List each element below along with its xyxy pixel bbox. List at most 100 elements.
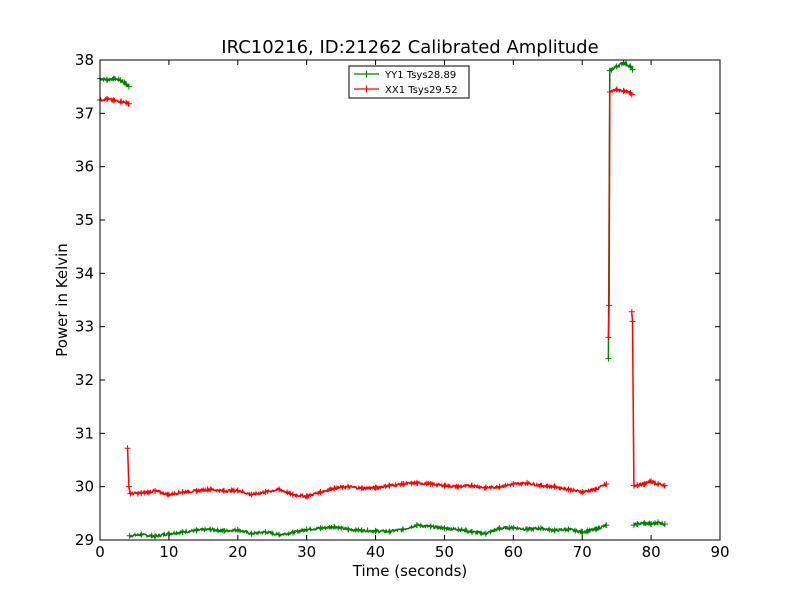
series-xx1-marker: [193, 487, 200, 494]
x-tick-label: 50: [435, 543, 454, 561]
series-yy1-marker: [605, 355, 612, 362]
series-yy1-marker: [630, 522, 637, 529]
series-xx1-marker: [386, 482, 393, 489]
series-xx1-marker: [234, 487, 241, 494]
chart-title: IRC10216, ID:21262 Calibrated Amplitude: [221, 37, 598, 58]
y-tick-label: 32: [75, 371, 94, 389]
series-yy1-marker: [358, 527, 365, 534]
series-xx1-marker: [127, 490, 134, 497]
series-yy1-marker: [193, 527, 200, 534]
series-xx1-marker: [661, 482, 668, 489]
x-tick-label: 0: [95, 543, 105, 561]
y-tick-label: 36: [75, 158, 94, 176]
x-tick-label: 80: [642, 543, 661, 561]
series-xx1-marker: [441, 482, 448, 489]
series-yy1-marker: [345, 526, 351, 533]
series-yy1-marker: [123, 81, 130, 87]
series-yy1-marker: [524, 526, 531, 533]
y-tick-label: 35: [75, 211, 94, 229]
series-yy1-marker: [262, 529, 269, 535]
series-yy1-marker: [641, 519, 648, 526]
series-yy1-marker: [103, 76, 110, 83]
series-yy1-marker: [179, 529, 186, 535]
series-yy1-marker: [579, 529, 586, 535]
series-xx1-marker: [524, 479, 531, 486]
series-yy1-marker: [455, 526, 462, 533]
series-xx1-marker: [630, 482, 637, 489]
series-xx1-marker: [345, 483, 351, 490]
series-xx1-marker: [413, 479, 420, 486]
series-yy1-marker: [441, 525, 448, 532]
series-xx1-marker: [221, 487, 227, 494]
series-yy1-marker: [234, 526, 241, 533]
series-xx1-marker: [496, 483, 503, 490]
series-xx1-marker: [125, 100, 132, 107]
series-xx1-marker: [634, 482, 641, 489]
series-xx1-marker: [152, 487, 159, 494]
series-yy1-marker: [110, 75, 117, 82]
series-xx1-marker: [605, 334, 612, 341]
x-tick-label: 30: [297, 543, 316, 561]
series-yy1-marker: [496, 525, 503, 532]
series-xx1-marker: [303, 493, 310, 500]
series-yy1-marker: [289, 529, 296, 536]
series-xx1-marker: [207, 486, 214, 493]
legend-label: YY1 Tsys28.89: [384, 70, 456, 81]
series-yy1-marker: [606, 67, 613, 74]
series-xx1-marker: [124, 445, 131, 452]
series-xx1-marker: [606, 89, 613, 95]
series-yy1-marker: [427, 523, 434, 530]
y-tick-label: 33: [75, 318, 94, 336]
series-xx1-marker: [628, 91, 635, 98]
series-xx1-marker: [565, 486, 572, 493]
series-xx1-marker: [110, 97, 117, 104]
series-yy1-marker: [593, 526, 599, 533]
series-yy1-marker: [126, 532, 133, 539]
series-xx1-marker: [469, 482, 475, 489]
series-xx1-marker: [276, 486, 283, 493]
series-yy1-marker: [634, 521, 641, 527]
series-yy1-marker: [655, 519, 661, 526]
series-yy1-marker: [648, 521, 655, 527]
legend-box: [348, 65, 470, 99]
series-yy1-marker: [207, 526, 214, 533]
series-xx1-marker: [606, 302, 613, 309]
series-yy1-marker: [413, 522, 420, 529]
series-yy1-marker: [603, 522, 610, 529]
series-yy1: [97, 59, 668, 540]
series-xx1-marker: [123, 99, 130, 106]
series-yy1-marker: [482, 530, 489, 537]
series-yy1-marker: [372, 527, 379, 534]
series-xx1-marker: [117, 98, 124, 105]
series-xx1-marker: [289, 491, 296, 498]
series-xx1-marker: [629, 318, 636, 325]
axis-ticks: 0 10 20 30 40 50 60 70 80 90 29 30 31 32 33 34 35 36 37 38: [75, 51, 730, 561]
plot-area: [97, 59, 668, 540]
series-xx1-marker: [551, 483, 558, 490]
series-xx1-marker: [427, 481, 434, 487]
x-tick-label: 10: [159, 543, 178, 561]
series-yy1-marker: [221, 527, 227, 534]
series-yy1-marker: [152, 533, 159, 540]
series-yy1-marker: [629, 66, 636, 73]
y-tick-label: 34: [75, 264, 94, 282]
series-xx1-marker: [138, 490, 145, 497]
series-xx1-line: [607, 87, 633, 338]
series-yy1-marker: [400, 526, 407, 533]
series-yy1-marker: [661, 521, 668, 527]
series-yy1-marker: [276, 531, 283, 538]
series-yy1-marker: [469, 529, 475, 535]
x-tick-label: 60: [504, 543, 523, 561]
series-yy1-marker: [248, 530, 255, 537]
series-xx1-marker: [620, 87, 627, 94]
series-xx1-marker: [655, 481, 661, 487]
series-xx1-marker: [603, 481, 610, 487]
series-yy1-marker: [138, 531, 145, 538]
series-xx1-marker: [593, 486, 599, 493]
x-tick-label: 40: [366, 543, 385, 561]
series-xx1-marker: [372, 484, 379, 491]
x-tick-label: 20: [228, 543, 247, 561]
series-xx1-marker: [125, 483, 132, 490]
